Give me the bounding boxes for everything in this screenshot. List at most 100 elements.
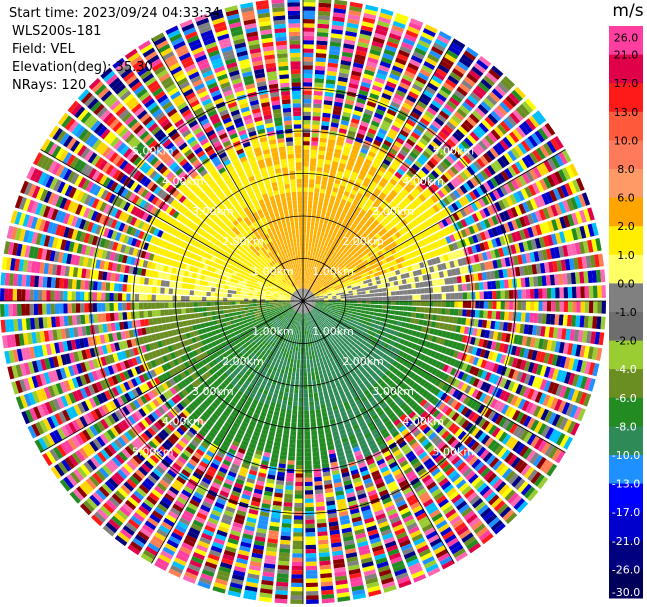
velocity-gate [448,45,461,56]
velocity-gate [477,103,489,115]
velocity-gate [356,244,362,250]
velocity-gate [469,163,479,174]
velocity-gate [311,277,315,283]
velocity-gate [389,211,396,219]
velocity-gate [304,422,310,428]
velocity-gate [312,107,322,113]
velocity-gate [342,47,354,54]
velocity-gate [380,279,386,284]
velocity-gate [436,113,447,123]
velocity-gate [317,23,330,29]
velocity-gate [487,228,495,238]
velocity-gate [546,288,552,299]
velocity-gate [344,204,350,211]
velocity-gate [349,255,355,261]
velocity-gate [288,447,296,453]
velocity-gate [304,435,311,440]
velocity-gate [546,301,552,312]
velocity-gate [309,281,313,286]
velocity-gate [304,263,307,268]
velocity-gate [466,283,471,291]
velocity-gate [571,286,577,299]
velocity-gate [315,497,325,503]
velocity-gate [380,220,387,227]
velocity-gate [395,205,403,213]
velocity-gate [461,79,473,90]
velocity-gate [404,122,414,131]
velocity-gate [291,570,303,575]
velocity-gate [292,409,298,415]
velocity-gate [471,234,479,244]
velocity-gate [354,163,362,170]
velocity-gate [314,188,320,193]
velocity-gate [401,41,414,50]
velocity-gate [303,237,306,243]
velocity-gate [333,152,341,159]
velocity-gate [406,118,416,127]
velocity-gate [277,564,290,570]
velocity-gate [312,116,321,121]
velocity-gate [356,97,366,105]
velocity-gate [437,239,444,247]
velocity-gate [377,151,386,159]
velocity-gate [306,295,310,299]
velocity-gate [515,230,522,242]
velocity-gate [355,232,362,238]
velocity-gate [338,216,345,222]
velocity-gate [387,181,395,189]
velocity-gate [357,294,362,298]
velocity-gate [374,304,379,309]
velocity-gate [433,293,438,300]
velocity-gate [341,259,347,264]
velocity-gate [402,284,408,290]
velocity-gate [319,395,324,401]
velocity-gate [343,39,356,46]
velocity-gate [483,230,491,240]
velocity-gate [460,122,471,133]
velocity-gate [314,293,319,296]
velocity-gate [296,452,303,457]
velocity-gate [296,448,303,453]
velocity-gate [370,88,381,96]
velocity-gate [463,182,472,192]
velocity-gate [374,209,381,216]
velocity-gate [370,44,383,53]
velocity-gate [483,97,495,109]
velocity-gate [313,392,319,398]
velocity-gate [493,126,505,138]
velocity-gate [365,290,370,294]
velocity-gate [464,237,471,246]
velocity-gate [332,246,337,252]
velocity-gate [399,256,405,263]
velocity-gate [330,33,343,39]
velocity-gate [440,144,451,154]
velocity-gate [525,170,535,183]
velocity-gate [534,301,539,311]
velocity-gate [508,92,520,105]
velocity-gate [318,150,326,156]
velocity-gate [292,549,303,554]
velocity-gate [378,230,385,237]
velocity-gate [316,288,321,292]
velocity-gate [316,379,321,384]
velocity-gate [310,145,318,151]
velocity-gate [443,171,453,181]
velocity-gate [361,21,375,28]
velocity-gate [387,222,394,229]
velocity-gate [424,24,438,34]
velocity-gate [353,303,358,307]
velocity-gate [305,569,318,575]
velocity-gate [278,560,290,566]
velocity-gate [384,44,397,53]
velocity-gate [348,276,353,280]
velocity-gate [369,273,375,279]
velocity-gate [368,270,374,275]
velocity-gate [332,12,346,18]
velocity-gate [368,53,380,61]
velocity-gate [403,290,408,295]
velocity-gate [303,14,315,20]
velocity-gate [374,28,388,36]
velocity-gate [314,243,318,249]
velocity-gate [313,464,321,469]
velocity-gate [477,197,486,208]
